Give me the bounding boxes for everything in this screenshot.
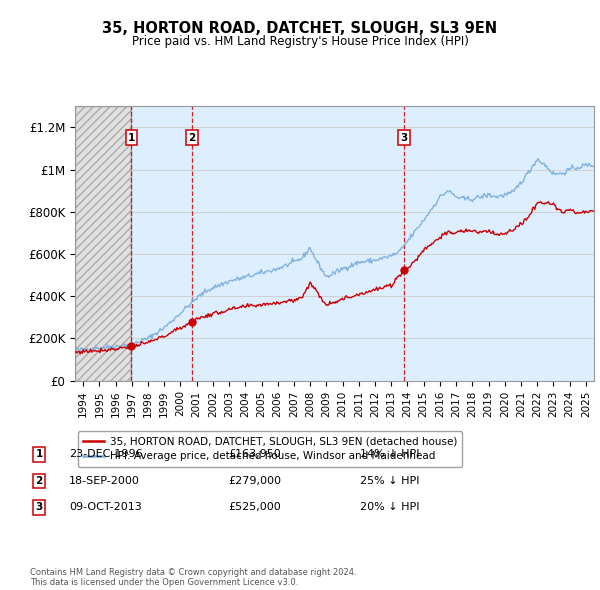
Text: 3: 3 <box>35 503 43 512</box>
Text: 18-SEP-2000: 18-SEP-2000 <box>69 476 140 486</box>
Text: £279,000: £279,000 <box>228 476 281 486</box>
Bar <box>75 106 131 381</box>
Text: £163,950: £163,950 <box>228 450 281 459</box>
Text: 23-DEC-1996: 23-DEC-1996 <box>69 450 143 459</box>
Text: 35, HORTON ROAD, DATCHET, SLOUGH, SL3 9EN: 35, HORTON ROAD, DATCHET, SLOUGH, SL3 9E… <box>103 21 497 35</box>
Text: 09-OCT-2013: 09-OCT-2013 <box>69 503 142 512</box>
Text: Contains HM Land Registry data © Crown copyright and database right 2024.
This d: Contains HM Land Registry data © Crown c… <box>30 568 356 587</box>
Text: 1: 1 <box>128 133 135 143</box>
Text: 1: 1 <box>35 450 43 459</box>
Text: 14% ↓ HPI: 14% ↓ HPI <box>360 450 419 459</box>
Text: Price paid vs. HM Land Registry's House Price Index (HPI): Price paid vs. HM Land Registry's House … <box>131 35 469 48</box>
Text: 3: 3 <box>400 133 407 143</box>
Text: 25% ↓ HPI: 25% ↓ HPI <box>360 476 419 486</box>
Text: 2: 2 <box>35 476 43 486</box>
Text: £525,000: £525,000 <box>228 503 281 512</box>
Text: 20% ↓ HPI: 20% ↓ HPI <box>360 503 419 512</box>
Text: 2: 2 <box>188 133 196 143</box>
Legend: 35, HORTON ROAD, DATCHET, SLOUGH, SL3 9EN (detached house), HPI: Average price, : 35, HORTON ROAD, DATCHET, SLOUGH, SL3 9E… <box>77 431 463 467</box>
